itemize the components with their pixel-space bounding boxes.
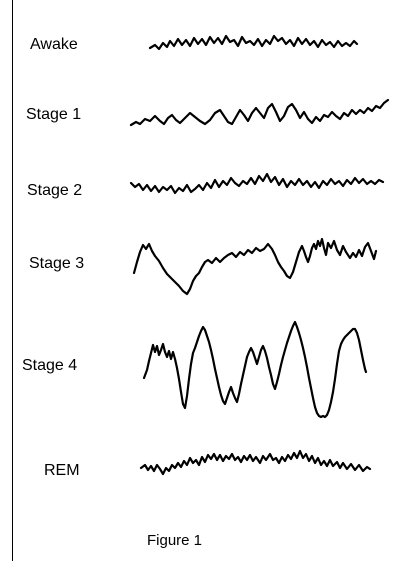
wave-stage-1	[129, 98, 390, 127]
wave-stage-4	[142, 320, 368, 419]
label-rem: REM	[44, 462, 80, 479]
wave-stage-2	[129, 172, 385, 195]
label-stage-2: Stage 2	[27, 182, 83, 199]
label-stage-1: Stage 1	[26, 106, 82, 123]
wave-stage-3	[132, 237, 378, 296]
wave-rem	[139, 449, 372, 476]
figure-left-border	[12, 0, 13, 561]
wave-awake	[148, 34, 359, 51]
figure-caption: Figure 1	[147, 532, 203, 549]
label-awake: Awake	[30, 36, 78, 53]
label-stage-3: Stage 3	[29, 255, 85, 272]
label-stage-4: Stage 4	[22, 357, 78, 374]
